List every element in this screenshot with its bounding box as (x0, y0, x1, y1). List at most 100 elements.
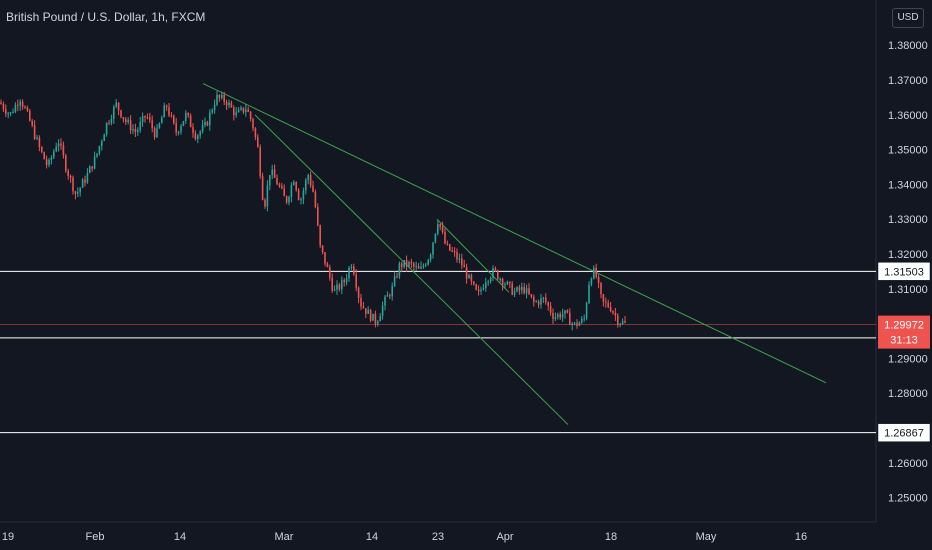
candle (24, 105, 26, 109)
currency-button[interactable]: USD (892, 8, 924, 28)
x-tick-label: 23 (432, 531, 444, 543)
candle (605, 297, 607, 308)
candle (108, 120, 110, 126)
candle (55, 142, 57, 153)
candle (132, 124, 134, 135)
level-price-label: 1.31503 (877, 262, 931, 281)
trendline-rebound-trend[interactable] (436, 218, 510, 293)
candle (297, 188, 300, 201)
candle (557, 312, 559, 320)
candle (259, 144, 261, 179)
candle (230, 100, 233, 108)
candle (290, 182, 293, 203)
candle (449, 243, 451, 252)
candle (33, 120, 36, 141)
candle (43, 151, 45, 160)
candle (2, 101, 5, 113)
candle (533, 294, 535, 307)
y-tick-label: 1.31000 (888, 284, 928, 296)
candle (391, 282, 393, 301)
candle (12, 108, 14, 114)
trendline-steep-support[interactable] (254, 114, 569, 425)
candle (477, 285, 480, 296)
candle (65, 153, 67, 173)
candle (189, 113, 192, 128)
candle (333, 285, 336, 292)
candle (144, 115, 146, 123)
candle (228, 99, 230, 109)
candle (278, 182, 281, 188)
candle (180, 123, 182, 135)
candle (461, 253, 463, 270)
candle (446, 240, 449, 246)
candle (204, 117, 206, 128)
candle (312, 180, 314, 193)
candle (429, 253, 432, 263)
candle (254, 127, 257, 141)
candle (389, 293, 391, 300)
candle (578, 321, 581, 327)
candle (329, 264, 331, 281)
candle (17, 99, 19, 112)
candle (146, 113, 149, 120)
y-tick-label: 1.37000 (888, 75, 928, 87)
candle (223, 91, 225, 106)
candle (161, 115, 163, 124)
candle (439, 223, 441, 231)
candle (257, 134, 259, 148)
candle (84, 175, 86, 187)
candle (437, 220, 439, 236)
candle (432, 241, 434, 259)
candle (110, 114, 113, 126)
candle (317, 203, 319, 227)
candle (338, 282, 341, 292)
y-tick-label: 1.25000 (888, 493, 928, 505)
y-tick-label: 1.28000 (888, 388, 928, 400)
candle (321, 245, 324, 255)
candle (158, 122, 161, 129)
candle (264, 198, 266, 209)
candle (175, 117, 177, 136)
candle (485, 277, 487, 292)
candle (444, 228, 446, 245)
y-tick-label: 1.34000 (888, 179, 928, 191)
candle (72, 175, 74, 195)
candle (77, 187, 79, 198)
candle (81, 178, 84, 189)
candle (528, 283, 530, 296)
candle (103, 133, 105, 142)
candle (134, 123, 137, 137)
y-tick-label: 1.29000 (888, 353, 928, 365)
candle (305, 177, 307, 195)
candle (62, 141, 65, 159)
candle (206, 120, 209, 127)
candle (170, 112, 173, 118)
candle (367, 306, 369, 314)
candle (456, 248, 458, 263)
candle (7, 111, 9, 119)
candle (379, 313, 381, 322)
x-tick-label: Feb (86, 531, 105, 543)
candle (360, 293, 362, 311)
current-price-value: 1.29972 (884, 320, 924, 332)
candle (487, 280, 489, 286)
candle (69, 174, 72, 183)
x-tick-label: Apr (496, 531, 513, 543)
trendline-descending-resistance[interactable] (202, 83, 827, 384)
candle (398, 261, 401, 279)
candle (408, 260, 410, 269)
candle (261, 172, 264, 201)
candle (98, 145, 101, 156)
candle (139, 117, 141, 133)
candle (129, 115, 132, 134)
candle (67, 168, 69, 180)
candle (266, 180, 269, 212)
candle (585, 301, 588, 321)
candle (415, 261, 417, 271)
candle (240, 105, 242, 111)
candle (127, 117, 129, 125)
candle (576, 319, 578, 329)
candle (141, 112, 144, 127)
candle (57, 139, 60, 152)
